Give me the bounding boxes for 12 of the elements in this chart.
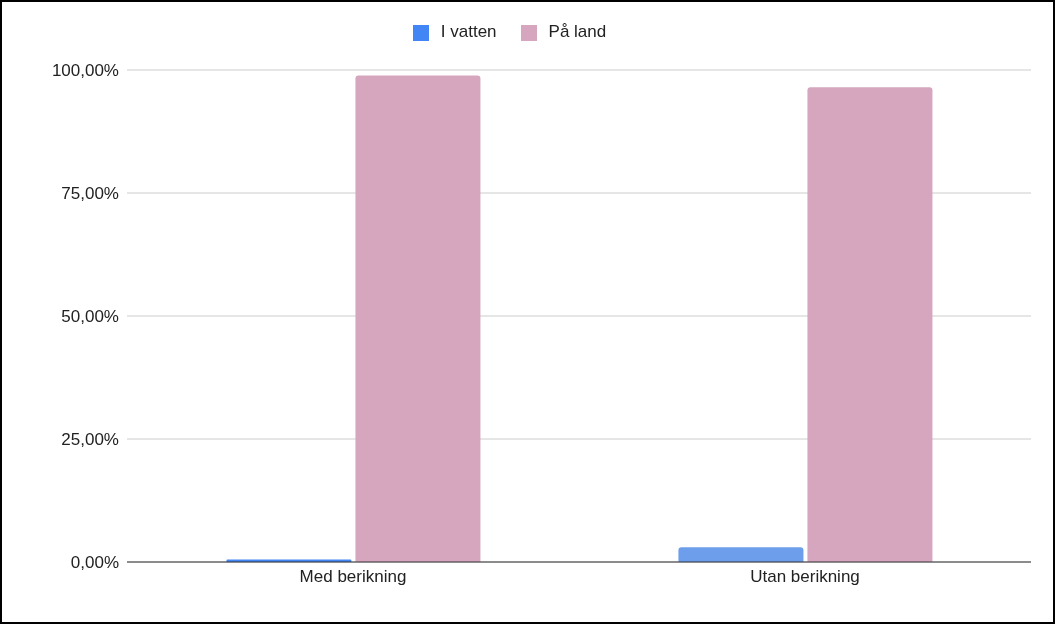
y-tick-label: 75,00% xyxy=(61,184,119,204)
legend-label: I vatten xyxy=(440,22,497,41)
x-tick-label: Med berikning xyxy=(299,567,407,587)
y-tick-label: 25,00% xyxy=(61,430,119,450)
legend-label: På land xyxy=(548,22,607,41)
bar xyxy=(807,87,933,562)
bar xyxy=(355,75,481,562)
bar xyxy=(678,547,804,562)
y-tick-label: 0,00% xyxy=(70,553,119,573)
y-tick-label: 50,00% xyxy=(61,307,119,327)
x-tick-label: Utan berikning xyxy=(750,567,860,587)
y-tick-label: 100,00% xyxy=(51,61,119,81)
